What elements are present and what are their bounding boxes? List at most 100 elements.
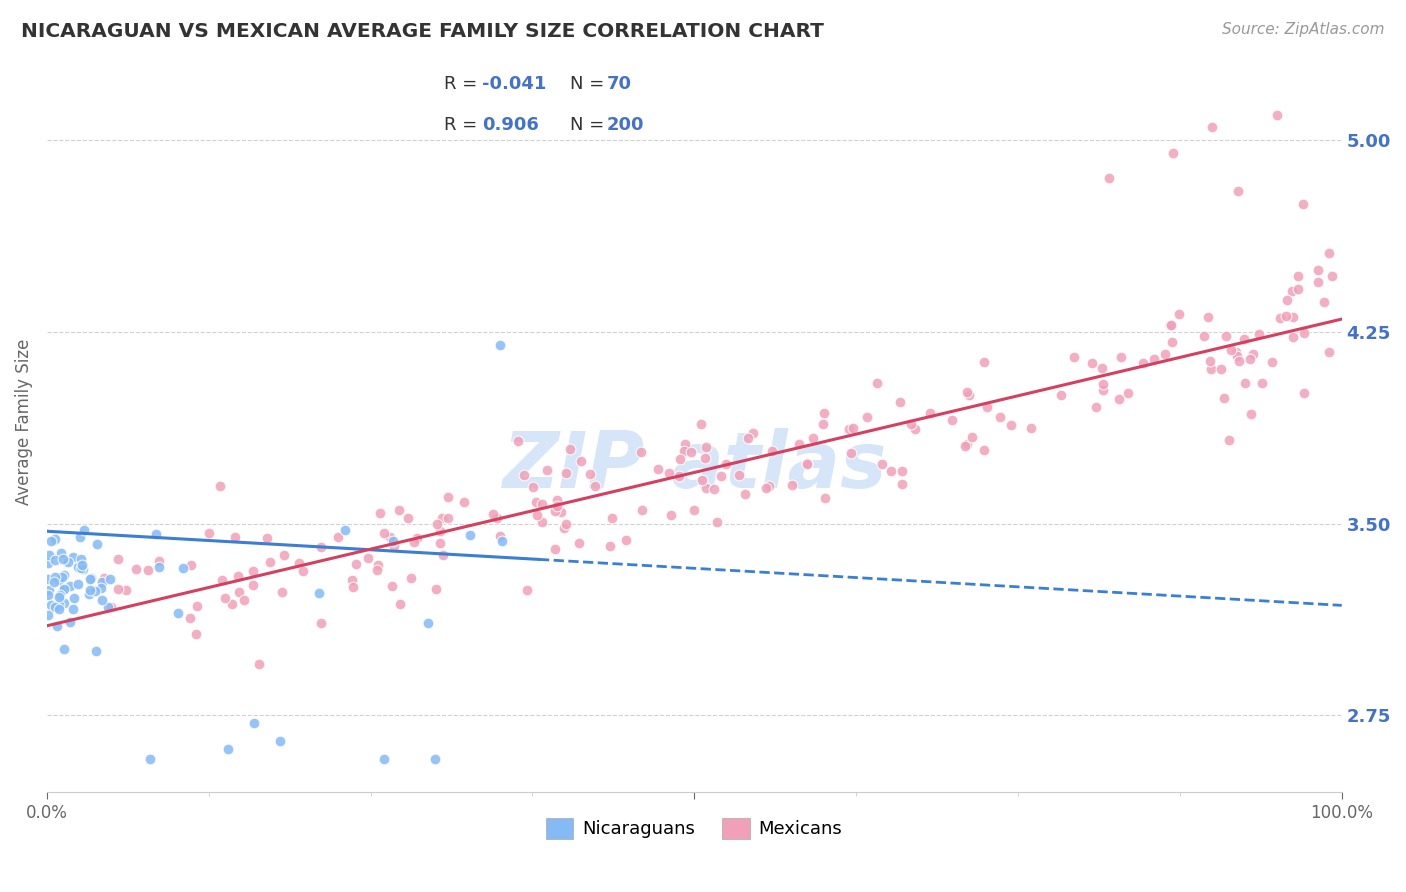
- Point: [242, 577, 264, 591]
- Point: [1225, 344, 1247, 359]
- Point: [396, 510, 419, 524]
- Point: [706, 516, 728, 530]
- Point: [357, 550, 380, 565]
- Point: [1201, 361, 1223, 376]
- Point: [703, 482, 725, 496]
- Point: [1277, 293, 1299, 307]
- Point: [555, 466, 578, 480]
- Point: [658, 467, 681, 481]
- Point: [1153, 347, 1175, 361]
- Point: [796, 457, 818, 471]
- Point: [659, 508, 682, 522]
- Point: [1265, 107, 1288, 121]
- Point: [309, 540, 332, 554]
- Point: [1000, 417, 1022, 432]
- Point: [52, 552, 75, 566]
- Point: [695, 440, 717, 454]
- Point: [842, 421, 865, 435]
- Point: [184, 627, 207, 641]
- Point: [839, 446, 862, 460]
- Point: [406, 532, 429, 546]
- Point: [37, 572, 59, 586]
- Point: [1091, 360, 1114, 375]
- Point: [342, 573, 364, 587]
- Point: [1317, 246, 1340, 260]
- Point: [695, 481, 717, 495]
- Point: [813, 417, 835, 431]
- Legend: Nicaraguans, Mexicans: Nicaraguans, Mexicans: [538, 811, 849, 846]
- Point: [56, 554, 79, 568]
- Point: [796, 456, 818, 470]
- Point: [1098, 171, 1121, 186]
- Point: [44, 570, 66, 584]
- Point: [198, 526, 221, 541]
- Point: [1308, 276, 1330, 290]
- Point: [367, 558, 389, 572]
- Point: [550, 505, 572, 519]
- Point: [432, 548, 454, 562]
- Point: [437, 491, 460, 505]
- Point: [814, 491, 837, 505]
- Point: [214, 591, 236, 605]
- Point: [145, 527, 167, 541]
- Point: [136, 563, 159, 577]
- Point: [382, 539, 405, 553]
- Point: [1160, 318, 1182, 332]
- Point: [941, 412, 963, 426]
- Point: [758, 479, 780, 493]
- Point: [38, 548, 60, 562]
- Point: [186, 599, 208, 613]
- Point: [426, 517, 449, 532]
- Point: [647, 462, 669, 476]
- Point: [90, 581, 112, 595]
- Point: [710, 469, 733, 483]
- Point: [48, 601, 70, 615]
- Point: [259, 555, 281, 569]
- Point: [86, 537, 108, 551]
- Point: [1108, 392, 1130, 407]
- Point: [491, 534, 513, 549]
- Point: [44, 600, 66, 615]
- Point: [599, 539, 621, 553]
- Point: [53, 597, 76, 611]
- Text: R =: R =: [444, 116, 484, 134]
- Point: [920, 407, 942, 421]
- Point: [1199, 354, 1222, 368]
- Text: N =: N =: [569, 75, 610, 93]
- Point: [787, 437, 810, 451]
- Point: [388, 503, 411, 517]
- Point: [97, 600, 120, 615]
- Point: [98, 572, 121, 586]
- Point: [44, 553, 66, 567]
- Point: [1218, 433, 1240, 447]
- Point: [673, 443, 696, 458]
- Point: [139, 752, 162, 766]
- Point: [1132, 356, 1154, 370]
- Point: [741, 426, 763, 441]
- Point: [73, 524, 96, 538]
- Point: [1286, 282, 1309, 296]
- Point: [42, 574, 65, 589]
- Point: [273, 549, 295, 563]
- Point: [48, 573, 70, 587]
- Point: [1226, 349, 1249, 363]
- Point: [437, 510, 460, 524]
- Point: [1281, 284, 1303, 298]
- Point: [48, 599, 70, 613]
- Text: 70: 70: [606, 75, 631, 93]
- Point: [48, 590, 70, 604]
- Point: [366, 563, 388, 577]
- Point: [242, 564, 264, 578]
- Text: -0.041: -0.041: [482, 75, 547, 93]
- Point: [513, 468, 536, 483]
- Point: [226, 569, 249, 583]
- Point: [690, 473, 713, 487]
- Point: [900, 417, 922, 431]
- Text: N =: N =: [569, 116, 610, 134]
- Point: [690, 417, 713, 432]
- Point: [569, 453, 592, 467]
- Point: [100, 600, 122, 615]
- Point: [70, 561, 93, 575]
- Point: [62, 591, 84, 605]
- Point: [418, 615, 440, 630]
